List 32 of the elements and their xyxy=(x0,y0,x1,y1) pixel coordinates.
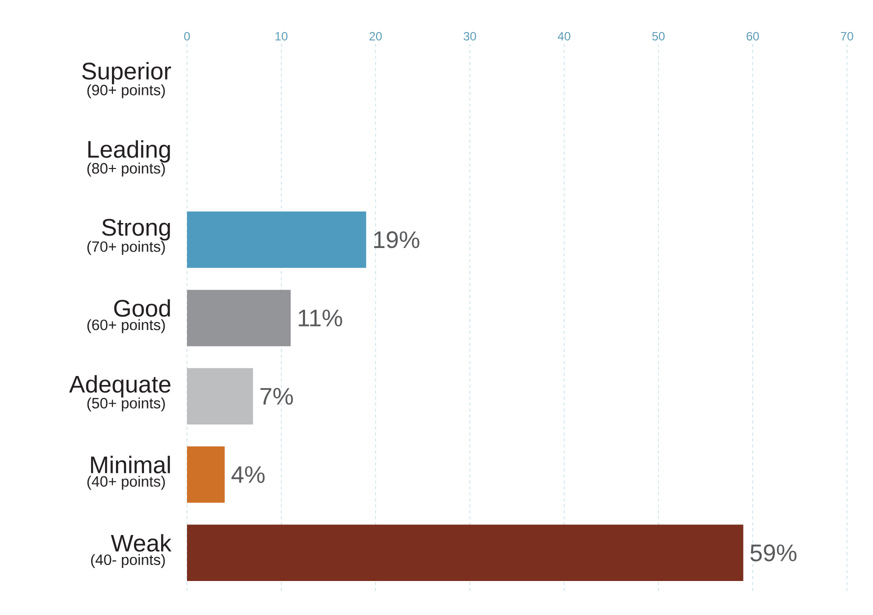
y-tick-label: Strong xyxy=(102,218,170,241)
y-tick-label: Leading xyxy=(88,140,170,163)
x-tick-label: 50 xyxy=(652,32,665,40)
y-tick-label: Superior xyxy=(82,62,172,84)
text: (70+ points) xyxy=(87,240,165,255)
text: (50+ points) xyxy=(87,397,165,412)
y-tick-label: Good xyxy=(114,299,170,317)
x-tick-label: 70 xyxy=(840,32,854,40)
data-label: 11% xyxy=(298,310,342,326)
y-tick-label: Minimal xyxy=(91,456,170,474)
bar xyxy=(186,524,744,582)
x-tick-label: 60 xyxy=(746,32,759,40)
data-label: 4% xyxy=(231,466,265,483)
bar xyxy=(186,290,291,346)
data-label: 7% xyxy=(260,388,293,405)
y-tick-label: Adequate xyxy=(69,375,170,398)
bar xyxy=(186,368,253,424)
y-tick-label: Weak xyxy=(110,534,172,552)
x-tick-label: 20 xyxy=(370,32,382,40)
bar xyxy=(186,212,366,268)
text: (40+ points) xyxy=(87,476,165,490)
text: (40- points) xyxy=(91,554,165,568)
x-tick-label: 10 xyxy=(276,32,288,40)
text: (60+ points) xyxy=(87,319,165,334)
data-label: 59% xyxy=(750,544,796,562)
x-tick-label: 0 xyxy=(184,32,190,40)
text: (90+ points) xyxy=(87,84,165,98)
data-label: 19% xyxy=(374,231,420,248)
text: (80+ points) xyxy=(87,162,165,177)
x-tick-label: 40 xyxy=(558,32,570,40)
bar xyxy=(186,446,225,503)
x-tick-label: 30 xyxy=(464,32,476,40)
